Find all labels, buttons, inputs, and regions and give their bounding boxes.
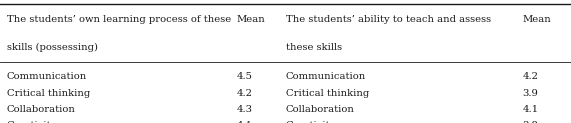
Text: 3.9: 3.9 bbox=[522, 89, 538, 98]
Text: 4.1: 4.1 bbox=[237, 121, 253, 123]
Text: these skills: these skills bbox=[286, 43, 341, 52]
Text: Collaboration: Collaboration bbox=[7, 105, 76, 114]
Text: 4.1: 4.1 bbox=[522, 105, 538, 114]
Text: Critical thinking: Critical thinking bbox=[7, 89, 90, 98]
Text: Creativity: Creativity bbox=[7, 121, 57, 123]
Text: Critical thinking: Critical thinking bbox=[286, 89, 369, 98]
Text: 4.5: 4.5 bbox=[237, 72, 253, 81]
Text: Collaboration: Collaboration bbox=[286, 105, 355, 114]
Text: The students’ ability to teach and assess: The students’ ability to teach and asses… bbox=[286, 15, 490, 24]
Text: Communication: Communication bbox=[7, 72, 87, 81]
Text: 3.8: 3.8 bbox=[522, 121, 538, 123]
Text: Mean: Mean bbox=[237, 15, 266, 24]
Text: Creativity: Creativity bbox=[286, 121, 336, 123]
Text: 4.2: 4.2 bbox=[522, 72, 538, 81]
Text: 4.2: 4.2 bbox=[237, 89, 253, 98]
Text: Communication: Communication bbox=[286, 72, 366, 81]
Text: Mean: Mean bbox=[522, 15, 551, 24]
Text: 4.3: 4.3 bbox=[237, 105, 253, 114]
Text: skills (possessing): skills (possessing) bbox=[7, 43, 98, 52]
Text: The students’ own learning process of these: The students’ own learning process of th… bbox=[7, 15, 231, 24]
